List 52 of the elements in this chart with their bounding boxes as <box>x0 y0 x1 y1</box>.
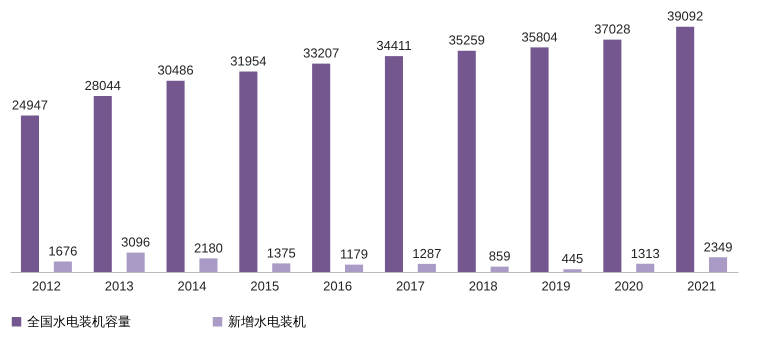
bar <box>344 264 364 272</box>
bar <box>272 263 290 272</box>
data-label: 1313 <box>630 246 660 261</box>
x-tick-label: 2021 <box>687 278 716 294</box>
x-tick-label: 2014 <box>178 278 206 294</box>
data-label: 1287 <box>412 246 442 261</box>
bar <box>458 50 476 272</box>
x-tick-label: 2013 <box>104 278 134 294</box>
bar <box>563 269 582 272</box>
data-label: 34411 <box>376 38 412 54</box>
bar <box>126 252 145 272</box>
data-label: 33207 <box>303 46 340 61</box>
x-tick-label: 2012 <box>32 278 61 294</box>
data-label: 1375 <box>266 245 296 260</box>
bar <box>94 96 112 272</box>
legend-label: 新增水电装机 <box>228 314 306 329</box>
bar <box>20 115 40 272</box>
data-label: 2349 <box>704 239 732 254</box>
bar <box>418 264 436 272</box>
x-tick-label: 2019 <box>542 278 570 294</box>
data-label: 859 <box>488 248 510 264</box>
data-label: 31954 <box>230 53 266 68</box>
bar <box>239 71 258 272</box>
data-label: 35259 <box>448 32 485 48</box>
data-label: 1676 <box>48 243 78 258</box>
bar <box>199 258 218 272</box>
bar <box>676 26 694 272</box>
x-tick-label: 2016 <box>323 278 352 294</box>
bar <box>54 261 72 272</box>
x-tick-label: 2018 <box>468 278 498 294</box>
data-label: 35804 <box>521 29 558 44</box>
x-tick-label: 2020 <box>614 278 644 294</box>
data-label: 28044 <box>84 78 121 94</box>
data-label: 24947 <box>12 97 48 112</box>
data-label: 1179 <box>340 246 368 262</box>
data-label: 37028 <box>594 22 630 37</box>
data-label: 39092 <box>667 8 704 24</box>
bar <box>490 266 509 272</box>
x-tick-label: 2017 <box>396 278 425 294</box>
bar <box>708 257 728 272</box>
bar <box>530 47 549 272</box>
data-label: 3096 <box>121 234 150 250</box>
bar <box>312 64 330 272</box>
data-label: 30486 <box>157 62 194 78</box>
bar <box>384 56 404 272</box>
data-label: 445 <box>562 251 584 266</box>
bar <box>636 264 654 272</box>
x-tick-label: 2015 <box>250 278 280 294</box>
bar <box>166 80 185 272</box>
bar <box>603 40 622 272</box>
data-label: 2180 <box>194 240 223 256</box>
legend-label: 全国水电装机容量 <box>27 314 131 329</box>
